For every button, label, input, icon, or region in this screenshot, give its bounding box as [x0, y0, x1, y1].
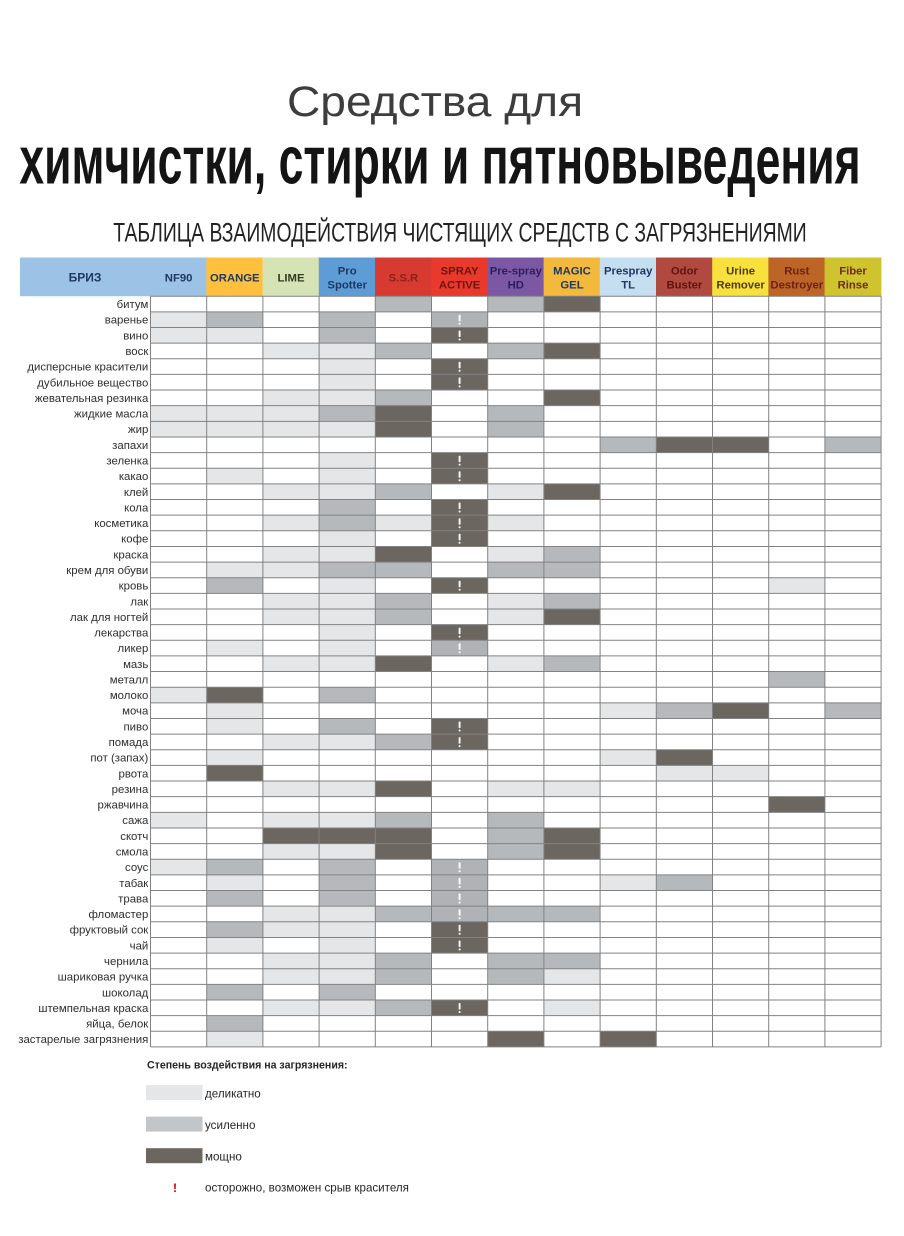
svg-text:усиленно: усиленно: [205, 1119, 255, 1132]
svg-text:пиво: пиво: [124, 721, 149, 733]
svg-text:мазь: мазь: [123, 659, 148, 671]
svg-text:воск: воск: [125, 346, 149, 358]
svg-text:яйца, белок: яйца, белок: [86, 1019, 149, 1031]
svg-text:Buster: Buster: [667, 280, 703, 292]
svg-text:фруктовый сок: фруктовый сок: [70, 925, 150, 937]
svg-text:скотч: скотч: [120, 831, 148, 843]
svg-text:LIME: LIME: [278, 273, 305, 285]
svg-text:помада: помада: [109, 737, 149, 749]
svg-text:Rust: Rust: [784, 266, 809, 278]
svg-text:Степень воздействия на загрязн: Степень воздействия на загрязнения:: [147, 1060, 348, 1072]
svg-text:ржавчина: ржавчина: [98, 800, 149, 812]
svg-text:химчистки, стирки и пятновывед: химчистки, стирки и пятновыведения: [19, 123, 860, 199]
svg-text:жир: жир: [128, 424, 148, 436]
svg-text:зеленка: зеленка: [106, 456, 149, 468]
svg-text:чай: чай: [130, 940, 149, 952]
svg-text:мощно: мощно: [205, 1151, 242, 1164]
svg-text:соус: соус: [125, 862, 149, 874]
svg-text:ORANGE: ORANGE: [210, 273, 260, 285]
svg-text:табак: табак: [119, 878, 149, 890]
svg-text:битум: битум: [117, 299, 149, 311]
svg-text:ACTIVE: ACTIVE: [439, 280, 481, 292]
svg-text:резина: резина: [112, 784, 149, 796]
svg-text:кофе: кофе: [121, 534, 148, 546]
svg-text:GEL: GEL: [560, 280, 583, 292]
svg-text:осторожно, возможен срыв краси: осторожно, возможен срыв красителя: [205, 1182, 409, 1195]
svg-text:крем для обуви: крем для обуви: [66, 565, 148, 577]
svg-text:Pro: Pro: [338, 266, 357, 278]
svg-text:застарелые загрязнения: застарелые загрязнения: [18, 1034, 148, 1046]
svg-text:варенье: варенье: [105, 315, 149, 327]
svg-text:штемпельная краска: штемпельная краска: [38, 1003, 149, 1015]
svg-text:жидкие масла: жидкие масла: [74, 409, 149, 421]
svg-text:!: !: [173, 1181, 177, 1195]
svg-text:лекарства: лекарства: [94, 628, 149, 640]
svg-text:Remover: Remover: [716, 280, 765, 292]
svg-text:ТАБЛИЦА ВЗАИМОДЕЙСТВИЯ ЧИСТЯЩИ: ТАБЛИЦА ВЗАИМОДЕЙСТВИЯ ЧИСТЯЩИХ СРЕДСТВ …: [113, 216, 806, 247]
svg-text:рвота: рвота: [119, 768, 149, 780]
svg-text:NF90: NF90: [165, 273, 193, 285]
svg-text:Spotter: Spotter: [327, 280, 367, 292]
svg-text:S.S.R: S.S.R: [389, 273, 419, 285]
svg-text:кровь: кровь: [119, 581, 149, 593]
svg-text:вино: вино: [123, 330, 148, 342]
svg-text:жевательная резинка: жевательная резинка: [35, 393, 149, 405]
svg-text:клей: клей: [124, 487, 148, 499]
svg-text:MAGIC: MAGIC: [553, 266, 591, 278]
svg-text:молоко: молоко: [110, 690, 148, 702]
svg-text:фломастер: фломастер: [88, 909, 148, 921]
svg-text:шариковая ручка: шариковая ручка: [58, 972, 149, 984]
svg-text:Rinse: Rinse: [838, 280, 869, 292]
svg-text:TL: TL: [621, 280, 635, 292]
svg-text:Prespray: Prespray: [604, 266, 653, 278]
svg-text:какао: какао: [119, 471, 148, 483]
svg-text:Destroyer: Destroyer: [770, 280, 823, 292]
svg-text:краска: краска: [113, 549, 149, 561]
svg-text:сажа: сажа: [122, 815, 149, 827]
svg-text:деликатно: деликатно: [205, 1087, 261, 1100]
svg-text:моча: моча: [122, 706, 149, 718]
svg-text:Odor: Odor: [671, 266, 699, 278]
svg-text:смола: смола: [116, 847, 149, 859]
svg-text:HD: HD: [508, 280, 524, 292]
svg-text:дубильное вещество: дубильное вещество: [37, 377, 148, 389]
svg-text:Fiber: Fiber: [839, 266, 867, 278]
svg-text:косметика: косметика: [94, 518, 149, 530]
svg-text:лак для ногтей: лак для ногтей: [70, 612, 148, 624]
svg-text:Средства для: Средства для: [287, 79, 583, 126]
svg-text:чернила: чернила: [104, 956, 149, 968]
svg-text:Urine: Urine: [726, 266, 755, 278]
svg-text:металл: металл: [110, 674, 149, 686]
svg-text:ликер: ликер: [118, 643, 149, 655]
svg-text:БРИЗ: БРИЗ: [69, 271, 102, 285]
svg-text:SPRAY: SPRAY: [441, 266, 479, 278]
svg-text:шоколад: шоколад: [102, 987, 149, 999]
svg-text:дисперсные красители: дисперсные красители: [27, 362, 148, 374]
svg-text:пот (запах): пот (запах): [90, 753, 148, 765]
svg-text:лак: лак: [130, 596, 149, 608]
svg-text:кола: кола: [124, 502, 149, 514]
svg-text:трава: трава: [118, 893, 149, 905]
svg-text:Pre-spray: Pre-spray: [490, 266, 543, 278]
svg-text:запахи: запахи: [112, 440, 148, 452]
